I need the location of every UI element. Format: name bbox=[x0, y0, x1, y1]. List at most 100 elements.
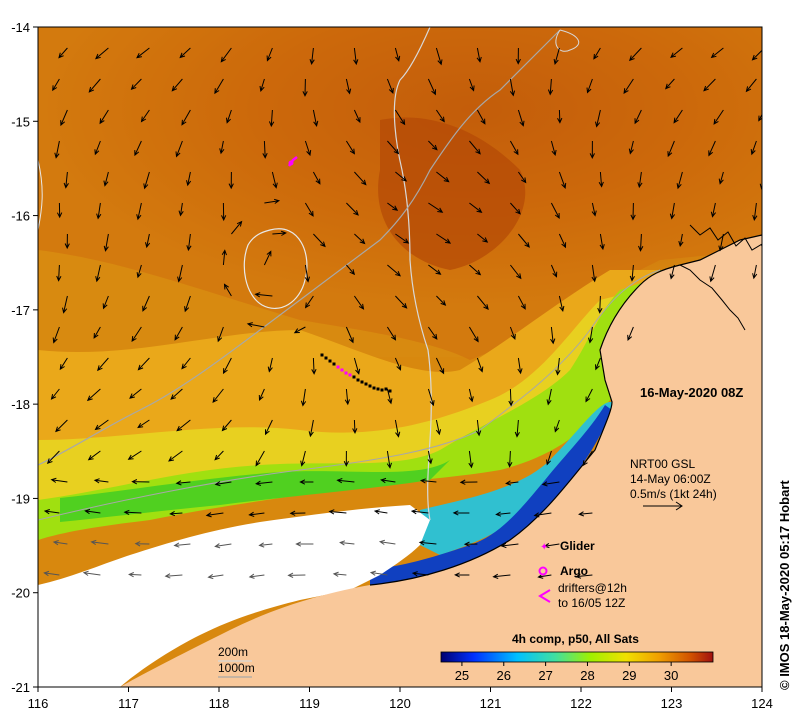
green-patches bbox=[60, 460, 450, 522]
current-arrow bbox=[386, 388, 393, 405]
current-arrow bbox=[507, 450, 513, 468]
y-tick-label: -14 bbox=[11, 20, 30, 35]
current-arrow bbox=[454, 572, 470, 578]
current-arrow bbox=[510, 202, 521, 215]
current-arrow bbox=[428, 140, 438, 151]
current-arrow bbox=[517, 295, 526, 310]
current-arrow bbox=[395, 295, 408, 309]
current-arrow bbox=[667, 140, 675, 158]
current-arrow bbox=[670, 47, 683, 59]
current-arrow bbox=[332, 571, 347, 577]
x-tick-label: 122 bbox=[570, 696, 592, 711]
current-arrow bbox=[509, 140, 519, 156]
current-arrow bbox=[386, 326, 397, 341]
current-arrow bbox=[669, 264, 675, 280]
current-arrow bbox=[130, 78, 142, 91]
current-arrow bbox=[207, 573, 224, 580]
current-arrow bbox=[637, 171, 643, 189]
current-arrow bbox=[268, 109, 275, 128]
x-tick-label: 117 bbox=[118, 696, 139, 711]
current-arrow bbox=[46, 450, 60, 465]
current-arrow bbox=[137, 419, 150, 429]
current-arrow bbox=[312, 171, 321, 185]
isobath-1000m-label: 1000m bbox=[218, 661, 255, 675]
current-arrow bbox=[418, 540, 437, 546]
blue-coastal bbox=[370, 405, 612, 585]
current-arrow bbox=[550, 264, 558, 278]
current-arrow bbox=[181, 357, 191, 370]
current-arrow bbox=[55, 419, 68, 433]
current-arrow bbox=[510, 264, 522, 280]
current-arrow bbox=[94, 140, 101, 156]
current-arrow bbox=[427, 326, 438, 340]
current-arrow bbox=[56, 264, 62, 282]
current-arrow bbox=[214, 78, 224, 95]
y-tick-label: -19 bbox=[11, 491, 30, 506]
current-arrow bbox=[97, 357, 109, 372]
date-label: 16-May-2020 08Z bbox=[640, 385, 743, 400]
glider-legend-label: Glider bbox=[560, 539, 595, 553]
coastline bbox=[369, 234, 762, 586]
current-arrow bbox=[328, 509, 347, 515]
current-arrow bbox=[219, 140, 225, 155]
current-arrow bbox=[246, 322, 265, 328]
current-arrow bbox=[129, 388, 142, 399]
current-arrow bbox=[255, 450, 265, 467]
current-arrow bbox=[595, 109, 601, 128]
current-arrow bbox=[308, 419, 314, 438]
current-arrow bbox=[82, 570, 101, 576]
drifter-legend-line1: drifters@12h bbox=[558, 581, 627, 595]
current-arrow bbox=[266, 47, 273, 62]
colorbar-tick-label: 30 bbox=[664, 668, 678, 683]
glider-legend-icon: ✦ bbox=[540, 542, 548, 553]
current-arrow bbox=[99, 109, 109, 125]
current-arrow bbox=[629, 47, 642, 62]
y-tick-label: -20 bbox=[11, 586, 30, 601]
x-tick-label: 118 bbox=[209, 696, 230, 711]
current-arrow bbox=[597, 295, 603, 314]
current-arrow bbox=[575, 573, 593, 579]
current-arrow bbox=[178, 202, 184, 217]
current-arrow bbox=[344, 388, 350, 406]
current-arrow bbox=[477, 295, 489, 310]
current-arrow bbox=[127, 450, 142, 460]
current-arrow bbox=[745, 78, 757, 93]
current-arrow bbox=[304, 264, 310, 283]
current-arrow bbox=[143, 171, 150, 190]
current-arrow bbox=[411, 571, 429, 577]
current-arrow bbox=[63, 171, 69, 189]
current-arrow bbox=[550, 326, 556, 345]
current-arrow bbox=[353, 47, 359, 66]
glider-marker bbox=[288, 160, 294, 166]
land bbox=[120, 235, 762, 687]
argo-legend-icon bbox=[538, 566, 548, 576]
current-arrow bbox=[248, 511, 265, 517]
current-arrow bbox=[64, 233, 70, 250]
current-arrow bbox=[271, 171, 278, 189]
current-arrow bbox=[128, 572, 142, 578]
current-arrow bbox=[94, 419, 109, 431]
current-arrow bbox=[452, 510, 470, 516]
current-arrow bbox=[394, 357, 402, 371]
current-arrow bbox=[88, 78, 101, 93]
current-arrow bbox=[554, 419, 560, 433]
current-arrow bbox=[509, 326, 516, 340]
current-arrow bbox=[248, 573, 265, 579]
colorbar-tick-label: 29 bbox=[622, 668, 636, 683]
current-arrow bbox=[309, 47, 315, 66]
current-arrow bbox=[469, 264, 482, 276]
current-arrow bbox=[428, 202, 444, 213]
current-arrow bbox=[595, 357, 601, 371]
current-arrow bbox=[353, 109, 361, 124]
current-arrow bbox=[164, 573, 183, 579]
current-arrow bbox=[258, 388, 265, 402]
current-arrow bbox=[302, 78, 308, 97]
current-arrow bbox=[435, 47, 443, 66]
current-arrow bbox=[86, 388, 101, 402]
current-arrow bbox=[703, 78, 716, 92]
current-arrow bbox=[553, 47, 560, 66]
current-arrow bbox=[217, 326, 224, 343]
current-arrow bbox=[427, 450, 433, 465]
colorbar-tick-label: 25 bbox=[455, 668, 469, 683]
current-arrow bbox=[255, 480, 273, 486]
